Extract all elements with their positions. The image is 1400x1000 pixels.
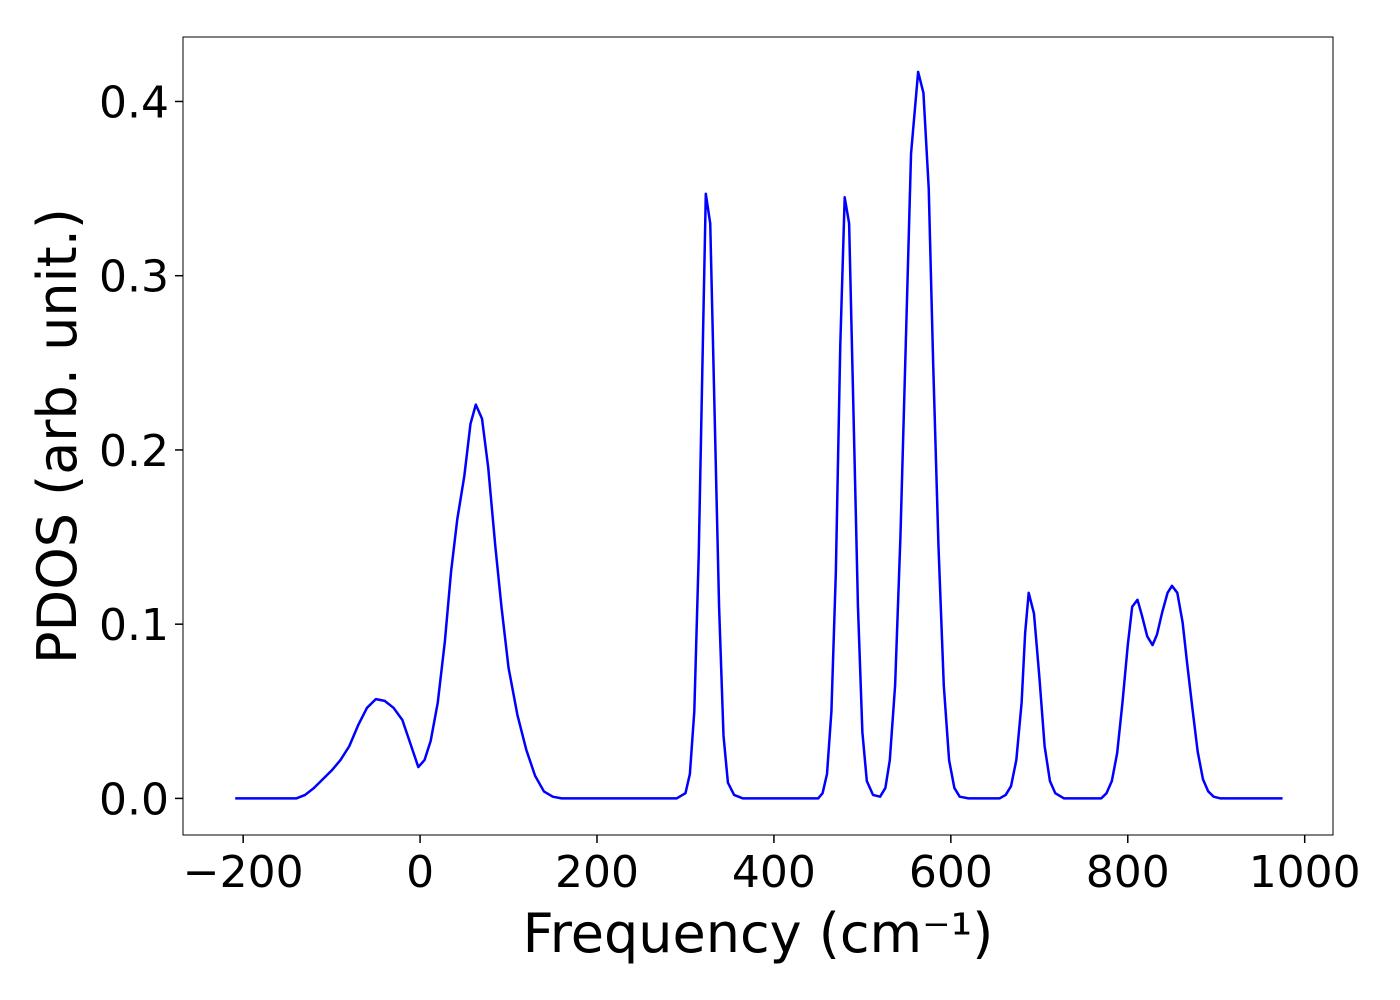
x-tick-label: −200 — [183, 847, 304, 898]
plot-frame — [182, 36, 1334, 836]
y-tick-label: 0.3 — [99, 252, 169, 303]
x-tick-label: 1000 — [1249, 847, 1361, 898]
x-tick-label: 200 — [555, 847, 639, 898]
x-tick-label: 800 — [1086, 847, 1170, 898]
pdos-line — [235, 70, 1283, 800]
x-axis-label: Frequency (cm⁻¹) — [523, 902, 994, 965]
y-tick-label: 0.0 — [99, 774, 169, 825]
x-tick-label: 0 — [406, 847, 434, 898]
y-tick-label: 0.4 — [99, 77, 169, 128]
x-tick-label: 600 — [909, 847, 993, 898]
x-tick-label: 400 — [732, 847, 816, 898]
y-tick-label: 0.2 — [99, 426, 169, 477]
y-axis-label: PDOS (arb. unit.) — [26, 208, 89, 664]
y-tick-label: 0.1 — [99, 600, 169, 651]
